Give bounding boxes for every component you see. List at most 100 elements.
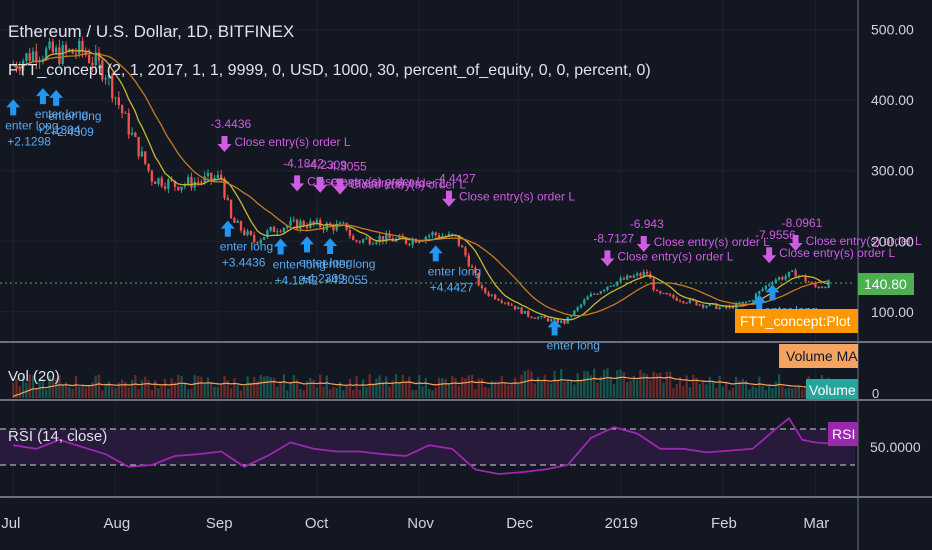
volume-bar <box>45 389 48 398</box>
candle-body <box>338 222 342 224</box>
volume-ma-text: Volume MA <box>786 348 858 364</box>
volume-bar <box>741 378 744 398</box>
volume-bar <box>550 383 553 398</box>
candle-body <box>622 278 626 280</box>
entry-signal-label: enter long <box>299 255 352 269</box>
volume-bar <box>619 369 622 398</box>
volume-bar <box>487 388 490 398</box>
exit-arrow <box>788 234 803 251</box>
volume-bar <box>421 386 424 398</box>
candle-body <box>279 231 282 233</box>
volume-bar <box>566 379 569 398</box>
candle-body <box>388 233 391 239</box>
candle-body <box>180 186 183 191</box>
volume-bar <box>754 387 758 398</box>
axes: 500.00 400.00 300.00 200.00 100.00 0 50.0000 Ju… <box>1 22 921 532</box>
volume-bar <box>226 380 229 398</box>
entry-arrow <box>752 294 767 311</box>
candle-body <box>25 53 28 61</box>
volume-bar <box>328 389 332 398</box>
candle-body <box>78 40 81 54</box>
candle-body <box>550 319 553 322</box>
candle-body <box>497 299 500 301</box>
candle-body <box>645 271 649 274</box>
volume-bar <box>404 380 408 398</box>
candle-body <box>553 318 556 320</box>
exit-signal-value: -6.943 <box>630 217 664 231</box>
candle-body <box>807 281 810 283</box>
candle-body <box>827 280 830 288</box>
volume-bar <box>477 378 480 398</box>
volume-bar <box>761 385 764 398</box>
candle-body <box>200 181 203 183</box>
candle-body <box>355 240 358 242</box>
volume-bar <box>137 389 140 398</box>
volume-bar <box>569 381 573 398</box>
candle-body <box>41 59 45 61</box>
volume-bar <box>253 376 256 398</box>
volume-bar <box>414 390 418 398</box>
volume-bar <box>292 375 295 398</box>
volume-bar <box>642 372 645 398</box>
time-tick-label: Feb <box>711 515 737 532</box>
candle-body <box>361 239 365 243</box>
volume-bar <box>530 371 533 398</box>
volume-bar <box>15 378 18 398</box>
exit-signal-label: Close entry(s) order L <box>779 246 895 260</box>
volume-bar <box>576 373 579 398</box>
candle-body <box>173 180 177 187</box>
candle-body <box>325 223 328 230</box>
candle-body <box>302 221 305 227</box>
candle-body <box>434 232 437 236</box>
candle-body <box>533 317 536 319</box>
volume-bar <box>41 379 45 398</box>
volume-bar <box>246 376 249 398</box>
candle-body <box>787 271 791 277</box>
candle-body <box>490 294 494 296</box>
volume-bar <box>503 382 507 398</box>
volume-bar <box>299 389 302 398</box>
volume-bar <box>678 377 682 398</box>
candle-body <box>312 221 315 224</box>
rsi-pane-label: RSI (14, close) <box>8 428 108 445</box>
volume-bar <box>163 379 167 398</box>
exit-signal-label: Close entry(s) order L <box>234 135 350 149</box>
volume-bar <box>104 383 107 398</box>
candle-body <box>546 318 550 322</box>
volume-bar <box>731 387 735 398</box>
entry-arrow <box>49 89 64 106</box>
volume-bar <box>708 376 711 398</box>
volume-bar <box>206 377 210 398</box>
candle-body <box>744 301 748 303</box>
candle-body <box>527 310 530 317</box>
chart-title: Ethereum / U.S. Dollar, 1D, BITFINEX <box>8 22 295 41</box>
candle-body <box>513 305 517 310</box>
volume-bar <box>688 387 692 398</box>
volume-bar <box>361 379 365 398</box>
time-tick-label: Jul <box>1 515 20 532</box>
candle-body <box>593 293 596 295</box>
candle-body <box>144 151 147 164</box>
candle-body <box>695 300 698 306</box>
volume-bar <box>692 375 695 398</box>
candle-body <box>784 276 787 280</box>
candle-body <box>616 281 619 286</box>
volume-bar <box>748 389 751 398</box>
candle-body <box>764 285 768 290</box>
candle-body <box>236 221 239 223</box>
price-tick-label: 100.00 <box>871 304 914 320</box>
candle-body <box>216 174 220 179</box>
candle-body <box>589 293 593 297</box>
exit-arrow <box>762 247 777 264</box>
volume-bar <box>441 378 444 398</box>
candle-body <box>81 40 84 51</box>
candle-body <box>38 60 41 62</box>
candle-body <box>487 292 490 296</box>
candle-body <box>153 181 157 184</box>
volume-bar <box>342 390 345 398</box>
volume-bar <box>187 389 190 398</box>
candle-body <box>365 237 368 240</box>
volume-bar <box>606 368 609 398</box>
candle-body <box>276 231 279 233</box>
